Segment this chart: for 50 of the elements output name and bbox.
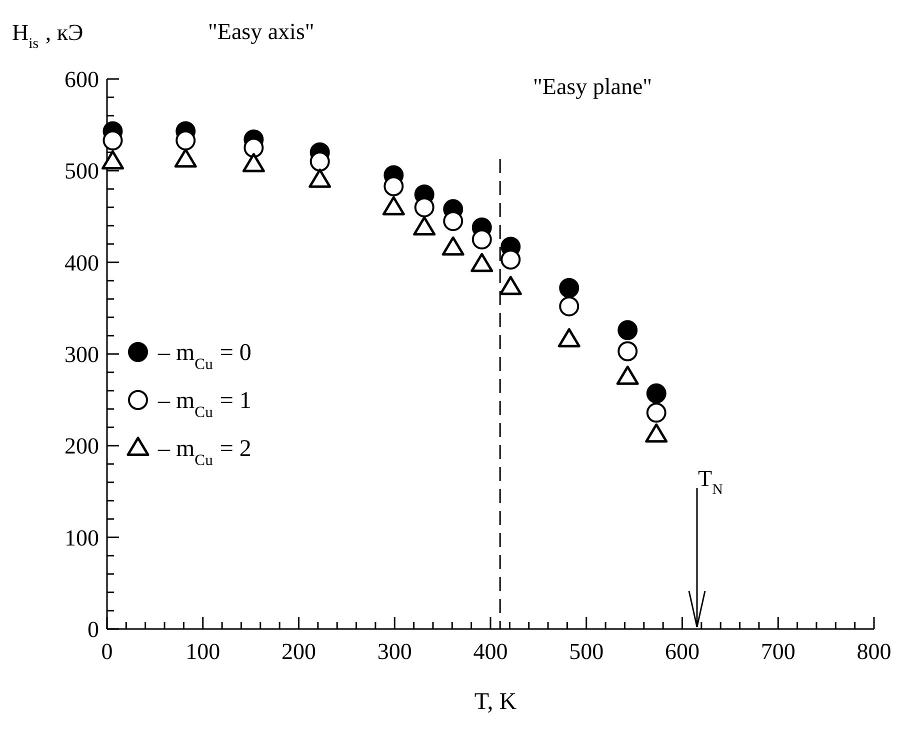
- point: [443, 211, 464, 232]
- x-tick-label: 200: [282, 639, 316, 664]
- x-tick-label: 400: [473, 639, 508, 664]
- point: [414, 197, 434, 218]
- point: [499, 276, 522, 296]
- point: [616, 366, 639, 385]
- point: [646, 383, 666, 404]
- y-tick-label: 600: [64, 67, 99, 92]
- legend-label: – m$_{Cu}$ = 1: [157, 388, 252, 420]
- y-tick-label: 300: [64, 342, 99, 367]
- x-tick-label: 500: [569, 639, 604, 664]
- point: [646, 402, 666, 423]
- point: [310, 152, 330, 172]
- point: [559, 296, 580, 316]
- x-tick-label: 800: [856, 639, 892, 664]
- x-tick-label: 600: [665, 639, 700, 664]
- point: [500, 250, 521, 270]
- x-tick-label: 100: [186, 639, 220, 664]
- point: [176, 130, 196, 150]
- point: [470, 252, 494, 272]
- point: [384, 176, 404, 196]
- y-tick-label: 500: [64, 158, 99, 184]
- point: [242, 153, 265, 172]
- y-tick-label: 100: [64, 525, 99, 550]
- legend-label: – m$_{Cu}$ = 0: [157, 340, 252, 372]
- point: [174, 148, 197, 168]
- point: [244, 138, 264, 158]
- point: [618, 320, 638, 340]
- y-tick-label: 400: [64, 250, 99, 276]
- x-axis-title: T, K: [474, 689, 518, 715]
- point: [102, 130, 123, 150]
- x-tick-label: 700: [760, 639, 796, 664]
- point: [645, 423, 668, 443]
- y-axis-title: H$_{is}$, кЭ: [12, 20, 84, 52]
- point: [559, 278, 580, 298]
- annotation: T$_{N}$: [698, 466, 724, 498]
- y-tick-label: 200: [64, 434, 99, 459]
- text: "Easy axis": [208, 19, 314, 44]
- x-tick-label: 300: [377, 639, 412, 664]
- point: [442, 236, 464, 256]
- annotation: "Easy plane": [533, 74, 652, 99]
- legend-label: – m$_{Cu}$ = 2: [157, 436, 252, 468]
- point: [382, 196, 405, 216]
- point: [308, 168, 332, 188]
- point: [558, 328, 580, 348]
- point: [618, 341, 638, 362]
- point: [102, 150, 124, 170]
- point: [413, 216, 436, 236]
- point: [472, 229, 492, 250]
- y-tick-label: 0: [88, 617, 99, 642]
